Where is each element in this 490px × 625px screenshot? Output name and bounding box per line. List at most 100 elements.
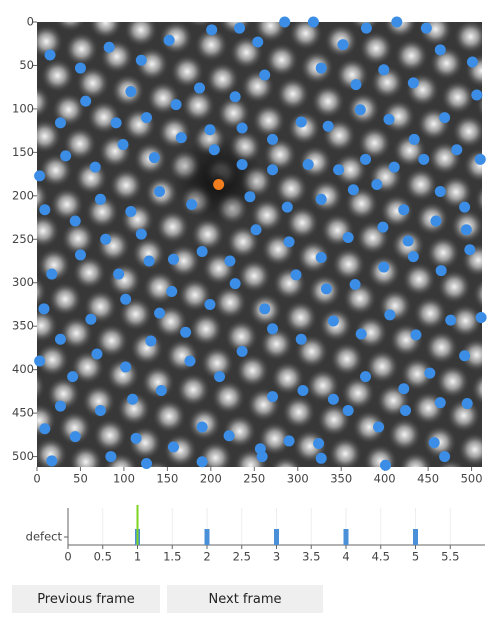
atom-point: [320, 283, 332, 295]
atom-point: [391, 16, 403, 28]
previous-frame-button[interactable]: Previous frame: [12, 585, 160, 613]
atom-point: [120, 293, 132, 305]
atom-point: [154, 185, 166, 197]
atom-point: [333, 164, 345, 176]
atom-point: [259, 69, 271, 81]
x-tick-label: 400: [374, 472, 396, 486]
atom-point: [315, 193, 327, 205]
atom-point: [250, 224, 262, 236]
x-tick-label: 0: [33, 472, 40, 486]
atom-point: [384, 309, 396, 321]
atom-point: [355, 328, 367, 340]
atom-point: [439, 112, 451, 124]
atom-point: [295, 116, 307, 128]
atom-point: [407, 251, 419, 263]
atom-point: [100, 233, 112, 245]
atom-point: [398, 383, 410, 395]
atom-point: [475, 312, 487, 324]
y-tick-label: defect: [26, 530, 63, 544]
atom-point: [34, 170, 46, 182]
atom-point: [474, 153, 486, 165]
atom-point: [410, 329, 422, 341]
atom-point: [180, 326, 192, 338]
atom-point: [54, 400, 66, 412]
y-tick-label: 200: [12, 188, 34, 202]
viewer: 0 50 100 150 200 250 300 350 400 450 5000501001502…: [12, 15, 487, 564]
atom-point: [46, 455, 58, 467]
atom-point: [223, 430, 235, 442]
atom-point: [424, 367, 436, 379]
atom-point: [120, 361, 132, 373]
atom-point: [69, 431, 81, 443]
atom-point: [360, 153, 372, 165]
micrograph: [37, 22, 482, 467]
atom-point: [451, 144, 463, 156]
x-tick-label: 1.5: [163, 550, 181, 564]
atom-point: [194, 82, 206, 94]
y-tick-label: 400: [12, 362, 34, 376]
atom-point: [283, 435, 295, 447]
next-frame-button[interactable]: Next frame: [167, 585, 323, 613]
atom-point: [471, 89, 483, 101]
atom-point: [307, 16, 319, 28]
atom-point: [315, 452, 327, 464]
atom-point: [141, 458, 153, 470]
atom-point: [155, 385, 167, 397]
atom-point: [148, 152, 160, 164]
atom-point: [378, 64, 390, 76]
atom-point: [166, 285, 178, 297]
atom-point: [167, 253, 179, 265]
atom-point: [135, 54, 147, 66]
y-tick-label: 100: [12, 101, 34, 115]
x-tick-label: 0: [64, 550, 71, 564]
atom-point: [315, 252, 327, 264]
atom-point: [206, 24, 218, 36]
atom-point: [342, 232, 354, 244]
x-tick-label: 4: [342, 550, 349, 564]
x-tick-label: 150: [156, 472, 178, 486]
atom-point: [91, 348, 103, 360]
atom-point: [327, 393, 339, 405]
atom-point: [283, 236, 295, 248]
atom-point: [322, 120, 334, 132]
atom-point: [234, 22, 246, 34]
atom-point: [196, 245, 208, 257]
atom-point: [125, 86, 137, 98]
atom-point: [130, 432, 142, 444]
event-marker: [413, 529, 418, 545]
x-tick-label: 5: [412, 550, 419, 564]
atom-point: [388, 161, 400, 173]
x-tick-label: 350: [330, 472, 352, 486]
atom-point: [435, 265, 447, 277]
atom-point: [54, 117, 66, 129]
atom-point: [252, 36, 264, 48]
y-tick-label: 450: [12, 406, 34, 420]
atom-point: [434, 44, 446, 56]
atom-point: [46, 268, 58, 280]
atom-point: [281, 201, 293, 213]
atom-point: [60, 150, 72, 162]
atom-point: [434, 185, 446, 197]
atom-point: [460, 224, 472, 236]
atom-point: [347, 184, 359, 196]
x-tick-label: 2: [203, 550, 210, 564]
x-tick-label: 300: [287, 472, 309, 486]
atom-point: [74, 62, 86, 74]
atom-point: [204, 298, 216, 310]
atom-point: [267, 323, 279, 335]
atom-point: [428, 437, 440, 449]
atom-point: [445, 314, 457, 326]
atom-point: [461, 398, 473, 410]
atom-point: [54, 333, 66, 345]
atom-point: [418, 153, 430, 165]
atom-point: [236, 122, 248, 134]
atom-point: [267, 391, 279, 403]
y-tick-label: 250: [12, 232, 34, 246]
atom-point: [145, 335, 157, 347]
x-tick-label: 250: [243, 472, 265, 486]
atom-point: [430, 215, 442, 227]
atom-point: [143, 255, 155, 267]
atom-point: [354, 104, 366, 116]
atom-point: [371, 179, 383, 191]
